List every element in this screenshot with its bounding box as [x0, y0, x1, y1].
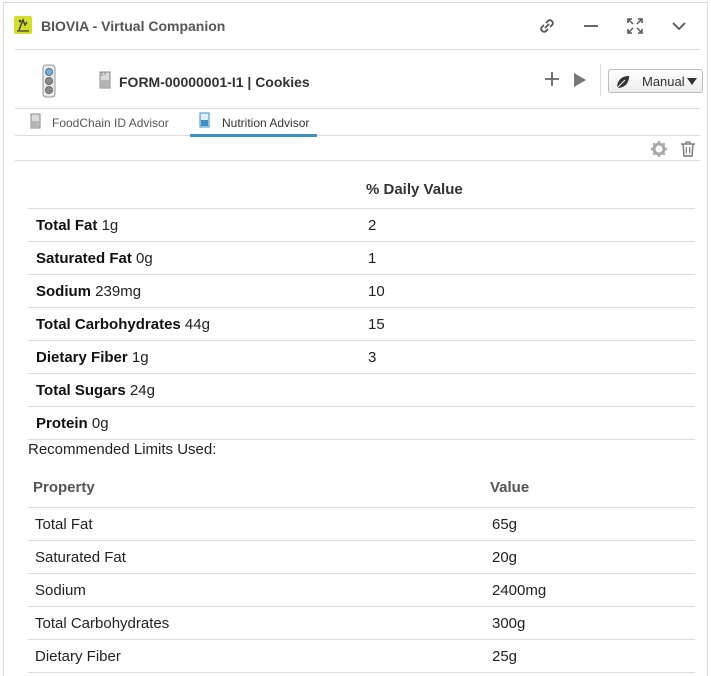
leaf-icon [615, 74, 631, 94]
daily-value-cell: 2 [368, 217, 377, 234]
collapse-button[interactable] [667, 14, 691, 38]
table-row: Total Fat 65g [28, 508, 695, 541]
nutrient-name: Saturated Fat [36, 250, 132, 267]
property-cell: Total Fat [35, 516, 93, 533]
daily-value-header: % Daily Value [366, 181, 463, 198]
link-button[interactable] [535, 14, 559, 38]
value-cell: 300g [492, 615, 526, 632]
link-icon [540, 19, 554, 33]
nutrient-name: Total Sugars [36, 382, 126, 399]
table-row: Saturated Fat 20g [28, 541, 695, 574]
table-row: Total Fat 1g 2 [28, 209, 695, 242]
daily-value-cell: 10 [368, 283, 385, 300]
recommended-limits-label: Recommended Limits Used: [28, 441, 217, 458]
beaker-icon [199, 112, 211, 132]
table-row: Total Sugars 24g [28, 374, 695, 407]
nutrient-name: Protein [36, 415, 88, 432]
nutrition-facts-table: % Daily Value Total Fat 1g 2 Saturated Fat… [28, 171, 695, 440]
nutrient-cell: Total Fat 1g [36, 217, 118, 234]
virtual-companion-window: BIOVIA - Virtual Companion [3, 2, 708, 676]
nutrient-amount: 1g [131, 349, 149, 366]
tab-label: FoodChain ID Advisor [52, 116, 169, 130]
window-title: BIOVIA - Virtual Companion [41, 18, 226, 34]
nutrient-name: Dietary Fiber [36, 349, 128, 366]
table-row: Protein 0g [28, 407, 695, 440]
nutrient-name: Sodium [36, 283, 91, 300]
daily-value-cell: 3 [368, 349, 377, 366]
formulation-header: FORM-00000001-I1 | Cookies Manual [15, 49, 703, 109]
nutrient-cell: Total Carbohydrates 44g [36, 316, 210, 333]
trash-icon [681, 141, 695, 157]
property-column-header: Property [33, 479, 95, 496]
add-button[interactable] [543, 70, 561, 92]
advisor-tabs: FoodChain ID Advisor Nutrition Advisor [15, 110, 700, 137]
nutrient-amount: 239mg [95, 283, 142, 300]
nutrient-amount: 44g [184, 316, 210, 333]
app-logo-icon [14, 16, 32, 34]
nutrient-cell: Dietary Fiber 1g [36, 349, 149, 366]
nutrient-cell: Total Sugars 24g [36, 382, 155, 399]
value-cell: 2400mg [492, 582, 547, 599]
daily-value-cell: 15 [368, 316, 385, 333]
play-icon [574, 73, 586, 87]
minimize-button[interactable] [579, 14, 603, 38]
beaker-icon [30, 113, 42, 133]
delete-button[interactable] [680, 140, 696, 162]
table-row: Total Carbohydrates 300g [28, 607, 695, 640]
tab-nutrition-advisor[interactable]: Nutrition Advisor [190, 110, 317, 137]
property-cell: Saturated Fat [35, 549, 126, 566]
nutrient-cell: Sodium 239mg [36, 283, 141, 300]
nutrient-name: Total Fat [36, 217, 98, 234]
nutrient-cell: Protein 0g [36, 415, 109, 432]
mode-dropdown[interactable]: Manual [608, 69, 703, 93]
property-cell: Dietary Fiber [35, 648, 121, 665]
value-cell: 65g [492, 516, 518, 533]
table-row: Sodium 239mg 10 [28, 275, 695, 308]
run-button[interactable] [572, 72, 588, 92]
limits-table-header: Property Value [28, 468, 695, 508]
expand-icon [627, 18, 643, 34]
mode-dropdown-label: Manual [642, 74, 685, 89]
nutrition-table-header: % Daily Value [28, 171, 695, 209]
value-column-header: Value [490, 479, 530, 496]
minimize-icon [584, 25, 598, 27]
table-row: Saturated Fat 0g 1 [28, 242, 695, 275]
recommended-limits-table: Property Value Total Fat 65g Saturated Fat… [28, 468, 695, 673]
table-row: Dietary Fiber 25g [28, 640, 695, 673]
property-cell: Total Carbohydrates [35, 615, 170, 632]
nutrient-amount: 0g [91, 415, 109, 432]
chevron-down-icon [672, 22, 686, 31]
toolbar-divider [15, 160, 700, 161]
header-divider [600, 64, 601, 96]
property-cell: Sodium [35, 582, 86, 599]
daily-value-cell: 1 [368, 250, 377, 267]
nutrient-amount: 0g [136, 250, 153, 267]
nutrient-cell: Saturated Fat 0g [36, 250, 153, 267]
tab-label: Nutrition Advisor [222, 116, 310, 130]
beaker-icon [98, 71, 114, 93]
title-bar: BIOVIA - Virtual Companion [4, 3, 707, 49]
table-row: Total Carbohydrates 44g 15 [28, 308, 695, 341]
maximize-button[interactable] [623, 14, 647, 38]
nutrient-name: Total Carbohydrates [36, 316, 181, 333]
table-row: Sodium 2400mg [28, 574, 695, 607]
settings-button[interactable] [650, 140, 668, 162]
gear-icon [651, 141, 667, 157]
tab-foodchain-id-advisor[interactable]: FoodChain ID Advisor [25, 110, 185, 136]
traffic-light-icon [42, 64, 56, 102]
value-cell: 25g [492, 648, 518, 665]
value-cell: 20g [492, 549, 518, 566]
nutrient-amount: 24g [129, 382, 155, 399]
nutrient-amount: 1g [101, 217, 119, 234]
active-tab-indicator [190, 134, 317, 137]
formulation-title: FORM-00000001-I1 | Cookies [119, 74, 310, 90]
table-row: Dietary Fiber 1g 3 [28, 341, 695, 374]
caret-down-icon [687, 78, 697, 85]
plus-icon [545, 72, 559, 86]
